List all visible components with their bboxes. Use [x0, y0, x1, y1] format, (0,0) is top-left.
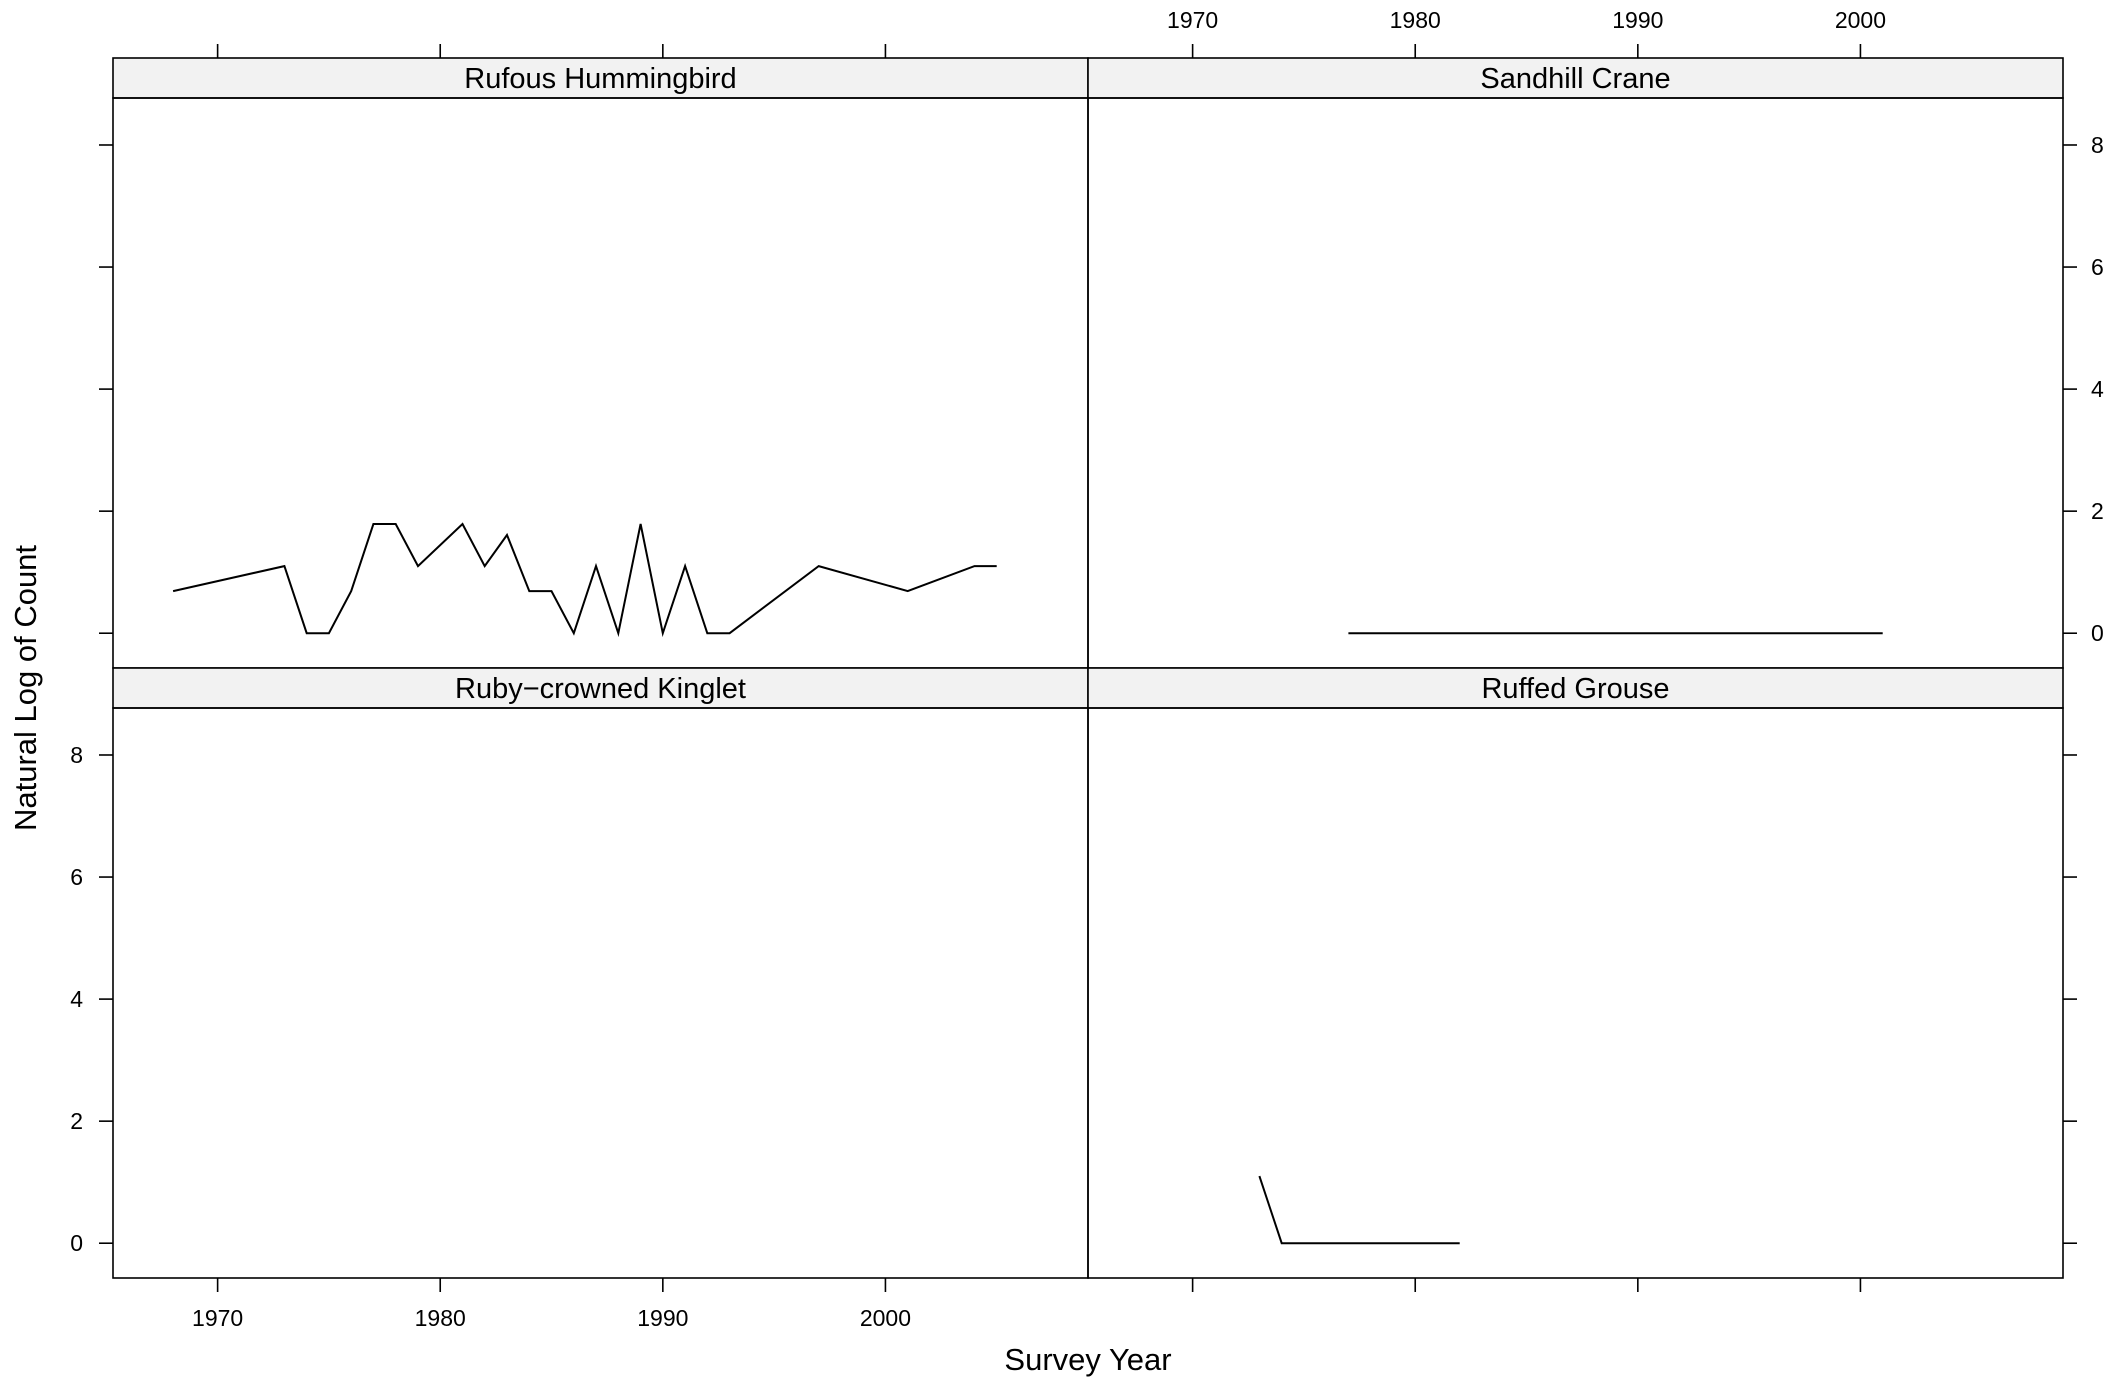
panel-border [112, 707, 1089, 1279]
y-tick-label: 2 [70, 1108, 83, 1134]
x-tick-label: 2000 [1835, 7, 1886, 33]
y-tick-label: 2 [2091, 498, 2104, 524]
y-tick-label: 6 [2091, 254, 2104, 280]
x-tick-label: 1970 [192, 1305, 243, 1331]
y-axis-title: Natural Log of Count [8, 545, 43, 831]
y-tick-label: 8 [2091, 132, 2104, 158]
panel-strip [1087, 667, 2064, 709]
y-tick-label: 4 [70, 986, 83, 1012]
x-axis-title: Survey Year [1004, 1342, 1171, 1377]
axes-layer: 1970 1970 1980 1980 1990 1990 2000 2000 0 0 2 2 4 4 6 6… [70, 7, 2104, 1331]
x-tick-label: 1980 [415, 1305, 466, 1331]
panel-title: Ruffed Grouse [1481, 673, 1669, 705]
panel-title: Sandhill Crane [1480, 63, 1670, 95]
panel-border [1087, 97, 2064, 669]
panel-title: Ruby−crowned Kinglet [455, 673, 746, 705]
panel-strip [112, 667, 1089, 709]
x-tick-label: 1980 [1390, 7, 1441, 33]
y-tick-label: 8 [70, 742, 83, 768]
panel: Ruffed Grouse [1087, 667, 2064, 1279]
panel: Rufous Hummingbird [112, 57, 1089, 669]
panel-border [1087, 707, 2064, 1279]
y-tick-label: 0 [2091, 620, 2104, 646]
y-tick-label: 0 [70, 1230, 83, 1256]
series-line [1258, 1175, 1460, 1245]
x-tick-label: 1970 [1167, 7, 1218, 33]
panel-strip [112, 57, 1089, 99]
panels-layer: Rufous Hummingbird Sandhill Crane Ruby−cro… [112, 57, 2064, 1279]
panel-strip [1087, 57, 2064, 99]
y-tick-label: 6 [70, 864, 83, 890]
series-line [172, 522, 997, 638]
panel: Ruby−crowned Kinglet [112, 667, 1089, 1279]
x-tick-label: 1990 [1612, 7, 1663, 33]
y-tick-label: 4 [2091, 376, 2104, 402]
panel: Sandhill Crane [1087, 57, 2064, 669]
x-tick-label: 2000 [860, 1305, 911, 1331]
panel-title: Rufous Hummingbird [464, 63, 736, 95]
x-tick-label: 1990 [637, 1305, 688, 1331]
